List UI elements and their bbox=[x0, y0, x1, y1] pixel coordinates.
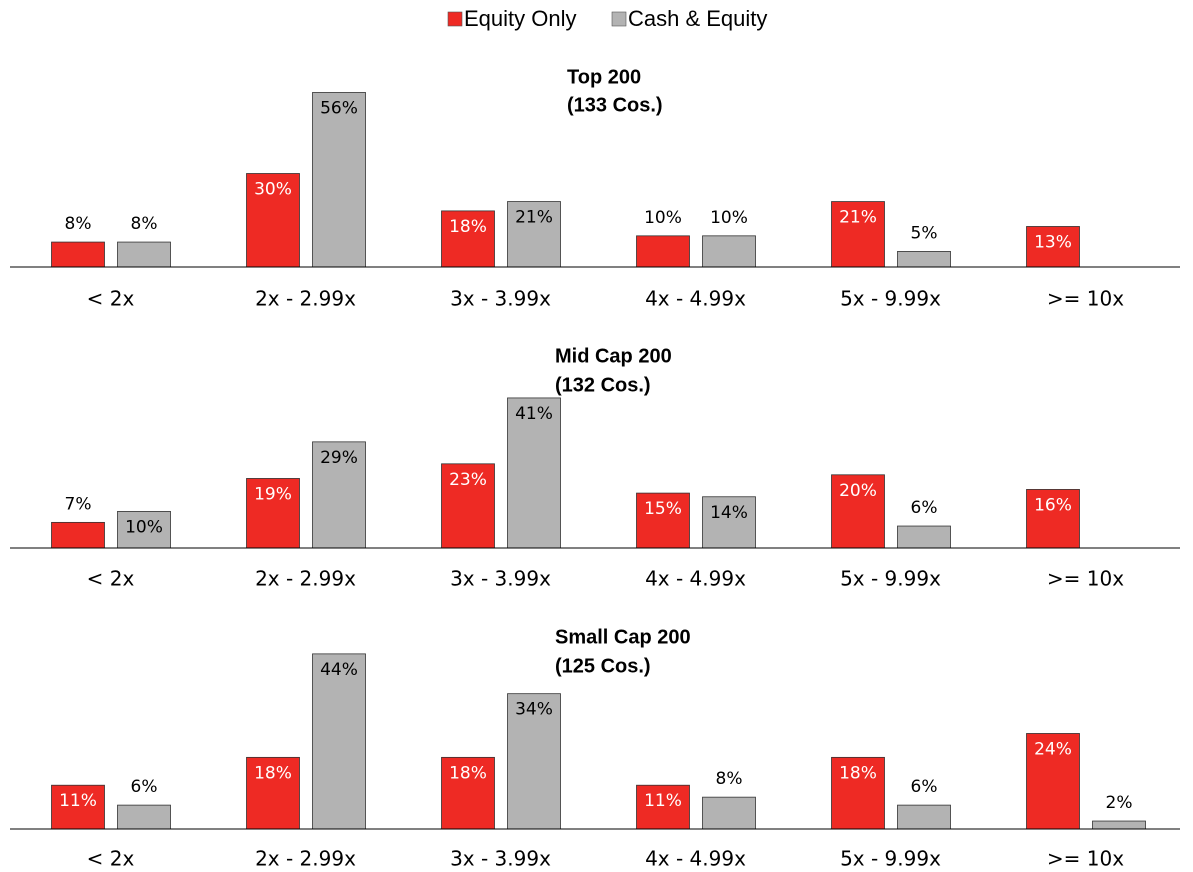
data-label: 21% bbox=[515, 208, 553, 228]
data-label: 20% bbox=[839, 481, 877, 501]
x-tick-label: 2x - 2.99x bbox=[255, 847, 356, 871]
x-tick-label: 2x - 2.99x bbox=[255, 567, 356, 591]
bar bbox=[831, 474, 885, 549]
bar bbox=[441, 463, 495, 549]
data-label: 10% bbox=[125, 517, 163, 537]
x-tick-label: 4x - 4.99x bbox=[645, 847, 746, 871]
x-tick-label: < 2x bbox=[87, 287, 135, 311]
bar bbox=[312, 653, 366, 830]
x-tick-label: 5x - 9.99x bbox=[840, 567, 941, 591]
data-label: 56% bbox=[320, 98, 358, 118]
bar bbox=[312, 92, 366, 268]
bar bbox=[507, 397, 561, 549]
bar bbox=[246, 756, 300, 830]
data-label: 44% bbox=[320, 660, 358, 680]
data-label: 11% bbox=[644, 791, 682, 811]
x-tick-label: 5x - 9.99x bbox=[840, 287, 941, 311]
data-label: 30% bbox=[254, 180, 292, 200]
bar bbox=[51, 784, 105, 830]
bar bbox=[897, 804, 951, 830]
data-label: 19% bbox=[254, 484, 292, 504]
bar bbox=[702, 796, 756, 830]
bar bbox=[1026, 489, 1080, 549]
data-label: 11% bbox=[59, 791, 97, 811]
bar bbox=[897, 251, 951, 268]
bar bbox=[636, 492, 690, 549]
data-label: 21% bbox=[839, 208, 877, 228]
chart-title: Top 200 bbox=[567, 66, 641, 88]
chart-subtitle: (133 Cos.) bbox=[567, 94, 663, 116]
bar bbox=[831, 756, 885, 830]
data-label: 7% bbox=[65, 494, 92, 514]
bar bbox=[636, 235, 690, 268]
data-label: 18% bbox=[254, 763, 292, 783]
bar bbox=[117, 241, 171, 268]
data-label: 6% bbox=[911, 498, 938, 518]
bar bbox=[117, 510, 171, 549]
data-label: 10% bbox=[644, 208, 682, 228]
legend-label: Cash & Equity bbox=[628, 6, 767, 31]
data-label: 34% bbox=[515, 700, 553, 720]
x-tick-label: < 2x bbox=[87, 847, 135, 871]
data-label: 24% bbox=[1034, 739, 1072, 759]
bar bbox=[117, 804, 171, 830]
bar bbox=[507, 693, 561, 830]
chart-subtitle: (125 Cos.) bbox=[555, 655, 651, 677]
bar bbox=[51, 521, 105, 549]
data-label: 6% bbox=[131, 777, 158, 797]
bar bbox=[897, 525, 951, 549]
data-label: 18% bbox=[449, 217, 487, 237]
bar bbox=[312, 441, 366, 549]
bar bbox=[702, 496, 756, 549]
data-label: 10% bbox=[710, 208, 748, 228]
legend-label: Equity Only bbox=[464, 6, 577, 31]
x-tick-label: 2x - 2.99x bbox=[255, 287, 356, 311]
chart-subtitle: (132 Cos.) bbox=[555, 374, 651, 396]
x-tick-label: < 2x bbox=[87, 567, 135, 591]
data-label: 8% bbox=[131, 214, 158, 234]
chart-title: Small Cap 200 bbox=[555, 626, 691, 648]
chart-title: Mid Cap 200 bbox=[555, 345, 672, 367]
data-label: 6% bbox=[911, 777, 938, 797]
data-label: 14% bbox=[710, 503, 748, 523]
bar bbox=[246, 478, 300, 549]
bar bbox=[1092, 820, 1146, 830]
x-tick-label: 3x - 3.99x bbox=[450, 287, 551, 311]
data-label: 13% bbox=[1034, 232, 1072, 252]
data-label: 15% bbox=[644, 499, 682, 519]
x-tick-label: 3x - 3.99x bbox=[450, 567, 551, 591]
x-tick-label: 5x - 9.99x bbox=[840, 847, 941, 871]
data-label: 41% bbox=[515, 404, 553, 424]
data-label: 8% bbox=[716, 769, 743, 789]
x-tick-label: >= 10x bbox=[1047, 287, 1124, 311]
bar bbox=[507, 201, 561, 268]
bar bbox=[702, 235, 756, 268]
bar bbox=[246, 173, 300, 268]
x-tick-label: 4x - 4.99x bbox=[645, 287, 746, 311]
x-tick-label: 3x - 3.99x bbox=[450, 847, 551, 871]
bar bbox=[1026, 733, 1080, 830]
bar bbox=[441, 756, 495, 830]
data-label: 8% bbox=[65, 214, 92, 234]
bar bbox=[51, 241, 105, 268]
data-label: 23% bbox=[449, 470, 487, 490]
data-label: 18% bbox=[449, 763, 487, 783]
legend-swatch bbox=[611, 11, 627, 27]
x-tick-label: >= 10x bbox=[1047, 847, 1124, 871]
data-label: 16% bbox=[1034, 495, 1072, 515]
bar bbox=[441, 210, 495, 268]
data-label: 18% bbox=[839, 763, 877, 783]
x-tick-label: 4x - 4.99x bbox=[645, 567, 746, 591]
data-label: 29% bbox=[320, 448, 358, 468]
data-label: 5% bbox=[911, 223, 938, 243]
x-tick-label: >= 10x bbox=[1047, 567, 1124, 591]
bar bbox=[831, 201, 885, 268]
data-label: 2% bbox=[1106, 793, 1133, 813]
legend-swatch bbox=[447, 11, 463, 27]
